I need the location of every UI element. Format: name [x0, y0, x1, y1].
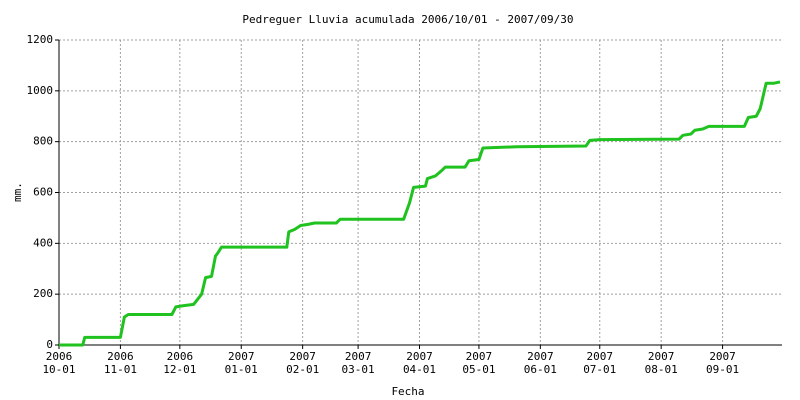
x-tick-label: 2007	[527, 350, 554, 363]
data-line	[59, 80, 781, 347]
y-tick-label: 200	[33, 287, 53, 300]
x-axis-label: Fecha	[391, 385, 424, 398]
x-tick-label: 10-01	[42, 363, 75, 376]
chart-title: Pedreguer Lluvia acumulada 2006/10/01 - …	[242, 13, 573, 26]
y-tick-label: 400	[33, 236, 53, 249]
x-tick-label: 09-01	[706, 363, 739, 376]
x-tick-label: 2006	[107, 350, 134, 363]
x-tick-label: 2006	[46, 350, 73, 363]
x-tick-label: 12-01	[163, 363, 196, 376]
x-tick-label: 2007	[289, 350, 316, 363]
y-tick-label: 600	[33, 186, 53, 199]
x-tick-label: 04-01	[403, 363, 436, 376]
x-tick-label: 2007	[345, 350, 372, 363]
x-tick-label: 06-01	[524, 363, 557, 376]
x-tick-label: 2007	[466, 350, 493, 363]
y-tick-label: 1000	[27, 84, 54, 97]
y-tick-label: 800	[33, 135, 53, 148]
x-tick-label: 08-01	[645, 363, 678, 376]
x-tick-label: 02-01	[286, 363, 319, 376]
x-tick-label: 2006	[167, 350, 194, 363]
y-tick-label: 0	[46, 338, 53, 351]
x-tick-label: 2007	[587, 350, 614, 363]
x-tick-label: 01-01	[225, 363, 258, 376]
x-tick-label: 2007	[648, 350, 675, 363]
x-tick-label: 2007	[709, 350, 736, 363]
x-tick-label: 11-01	[104, 363, 137, 376]
x-tick-label: 07-01	[583, 363, 616, 376]
x-tick-label: 2007	[406, 350, 433, 363]
y-axis-label: mm.	[11, 182, 24, 202]
x-tick-label: 05-01	[462, 363, 495, 376]
x-tick-label: 03-01	[342, 363, 375, 376]
x-tick-label: 2007	[228, 350, 255, 363]
y-tick-label: 1200	[27, 33, 54, 46]
